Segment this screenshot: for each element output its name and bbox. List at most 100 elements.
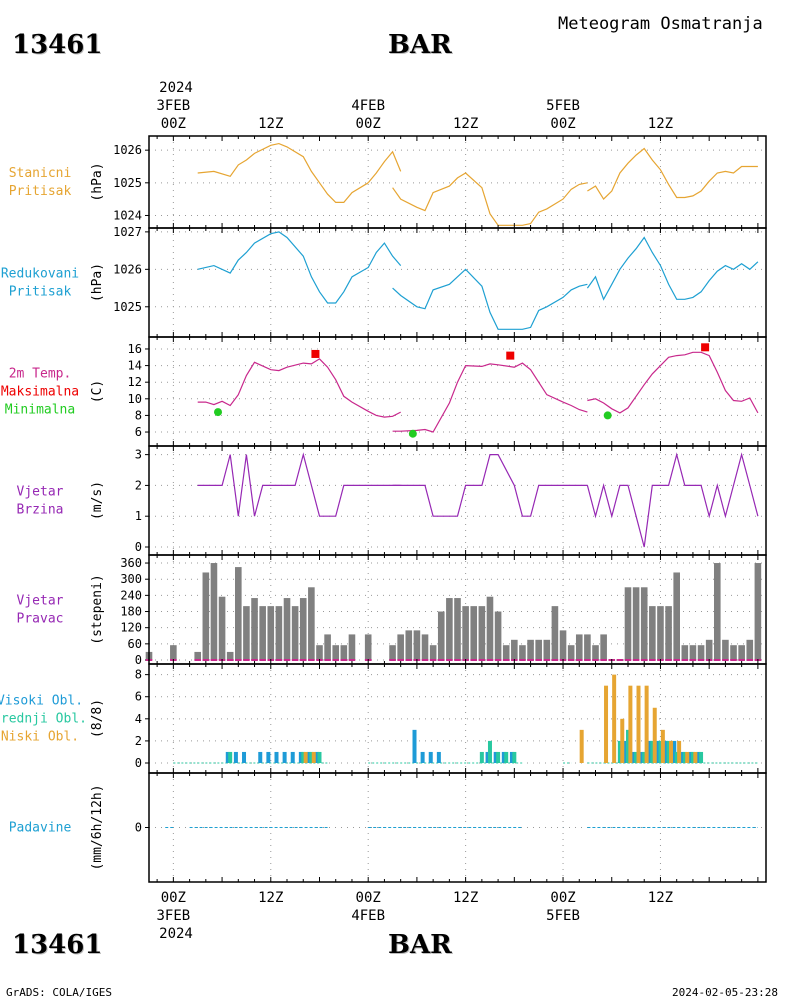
cloud-bar — [666, 740, 671, 763]
cloud-bar — [315, 751, 320, 763]
wind-dir-baseline — [275, 659, 283, 661]
wind-dir-baseline — [210, 659, 218, 661]
day-label-top: 5FEB — [546, 98, 580, 114]
y-tick-label: 10 — [128, 392, 142, 406]
panel-frame — [148, 227, 767, 338]
cloud-bar — [428, 751, 433, 763]
station-name-top: BAR — [388, 30, 452, 60]
min-temp-marker — [408, 429, 417, 438]
wind-dir-baseline — [689, 659, 697, 661]
min-temp-marker — [603, 411, 612, 420]
timestamp-text: 2024-02-05-23:28 — [672, 986, 778, 999]
cloud-bar — [674, 751, 679, 763]
cloud-bar — [680, 751, 685, 763]
cloud-bar — [309, 751, 314, 763]
y-tick-label: 4 — [135, 712, 142, 726]
panel-4: 0 1 2 3 (m/s) Vjetar Brzina — [17, 445, 767, 556]
y-tick-label: 120 — [120, 621, 142, 635]
wind-dir-bar — [502, 645, 510, 660]
wind-dir-bar — [348, 634, 356, 660]
y-tick-label: 180 — [120, 605, 142, 619]
wind-dir-bar — [226, 651, 234, 660]
wind-dir-bar — [470, 606, 478, 660]
wind-dir-bar — [389, 645, 396, 660]
panel-3: 6 8 10 12 14 16 (C) 2m Temp. Maksimalna Minimalna — [1, 336, 767, 447]
wind-dir-baseline — [681, 659, 689, 661]
wind-dir-bar — [494, 611, 502, 660]
cloud-bar — [650, 740, 655, 763]
cloud-bar — [436, 751, 441, 763]
wind-dir-baseline — [397, 659, 404, 661]
wind-dir-baseline — [616, 659, 624, 661]
wind-dir-baseline — [226, 659, 234, 661]
wind-dir-baseline — [535, 659, 542, 661]
wind-dir-bar — [478, 606, 486, 660]
cloud-bar — [620, 718, 625, 763]
cloud-bar — [642, 751, 647, 763]
wind-dir-baseline — [324, 659, 331, 661]
panel-frame — [148, 445, 767, 556]
wind-dir-baseline — [421, 659, 429, 661]
max-temp-marker — [506, 351, 515, 360]
wind-dir-baseline — [722, 659, 729, 661]
wind-dir-bar — [722, 639, 729, 660]
wind-dir-bar — [632, 587, 640, 660]
wind-dir-bar — [405, 630, 413, 660]
cloud-bar — [685, 751, 690, 763]
wind-dir-bar — [640, 587, 648, 660]
panel-label: Pritisak — [9, 184, 72, 199]
y-axis-label: (8/8) — [90, 699, 105, 738]
y-tick-label: 6 — [135, 690, 142, 704]
hour-label-top: 00Z — [161, 116, 186, 132]
cloud-bar — [625, 729, 630, 763]
cloud-bar — [225, 751, 230, 763]
wind-dir-bar — [446, 598, 453, 660]
wind-dir-baseline — [632, 659, 640, 661]
cloud-bar — [639, 751, 644, 763]
panel-label: Vjetar — [17, 485, 64, 500]
wind-dir-bar — [754, 563, 762, 660]
credit-text: GrADS: COLA/IGES — [6, 986, 112, 999]
y-tick-label: 6 — [135, 425, 142, 439]
wind-dir-baseline — [730, 659, 737, 661]
wind-dir-bar — [218, 596, 226, 660]
wind-dir-baseline — [283, 659, 291, 661]
y-axis-label: (hPa) — [90, 263, 105, 302]
cloud-bar — [282, 751, 287, 763]
wind-dir-bar — [308, 587, 315, 660]
series-line — [197, 231, 402, 304]
series-line — [587, 147, 758, 201]
wind-dir-baseline — [592, 659, 599, 661]
cloud-bar — [274, 751, 279, 763]
wind-dir-baseline — [202, 659, 210, 661]
cloud-bar — [688, 751, 693, 763]
wind-dir-bar — [584, 634, 591, 660]
cloud-bar — [228, 751, 233, 763]
series-line — [392, 454, 588, 517]
wind-dir-bar — [397, 634, 404, 660]
series-line — [392, 172, 588, 226]
wind-dir-baseline — [235, 659, 242, 661]
series-line — [367, 150, 402, 184]
wind-dir-bar — [730, 645, 737, 660]
y-tick-label: 8 — [135, 408, 142, 422]
hour-label-bottom: 12Z — [258, 890, 283, 906]
chart-title: Meteogram Osmatranja — [558, 14, 763, 34]
panel-7: 0 (mm/6h/12h) Padavine — [9, 772, 767, 883]
wind-dir-bar — [283, 598, 291, 660]
wind-dir-bar — [567, 645, 575, 660]
cloud-bar — [682, 751, 687, 763]
wind-dir-baseline — [665, 659, 672, 661]
cloud-bar — [677, 740, 682, 763]
y-tick-label: 0 — [135, 540, 142, 554]
series-line — [197, 142, 369, 203]
day-label-bottom: 3FEB — [156, 908, 190, 924]
y-tick-label: 1027 — [113, 225, 142, 239]
wind-dir-baseline — [429, 659, 437, 661]
y-axis-label: (stepeni) — [90, 574, 105, 644]
wind-dir-baseline — [502, 659, 510, 661]
panel-2: 1025 1026 1027 (hPa) Redukovani Pritisak — [1, 225, 767, 338]
wind-dir-bar — [454, 598, 461, 660]
wind-dir-bar — [170, 645, 177, 660]
